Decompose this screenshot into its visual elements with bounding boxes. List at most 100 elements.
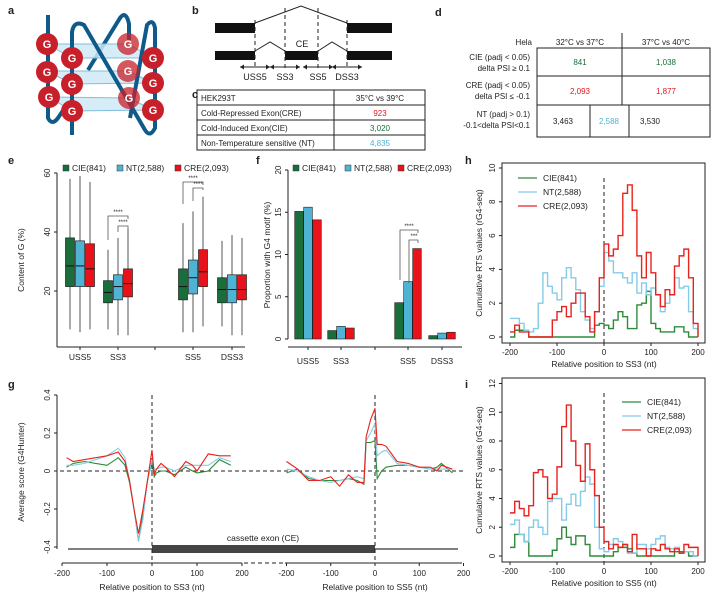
guanine-circle — [38, 86, 60, 108]
x-axis-label: Relative position to SS3 (nt) — [99, 582, 205, 592]
strand — [46, 15, 68, 124]
x-tick-label: -100 — [549, 567, 566, 576]
box — [198, 249, 208, 287]
bar — [312, 219, 322, 340]
x-tick-label: -200 — [502, 348, 519, 357]
panel-label-g: g — [8, 379, 15, 391]
significance-bracket — [107, 215, 129, 240]
row-label: CIE (padj < 0.05) — [469, 53, 530, 62]
downstream-exon — [347, 51, 392, 60]
guanine-label: G — [124, 39, 133, 51]
box — [65, 237, 75, 287]
y-axis-label: Average score (G4Hunter) — [16, 422, 26, 522]
table-cell-nt: 4,835 — [370, 139, 391, 148]
y-axis-label: Proportion with G4 motif (%) — [262, 201, 272, 308]
y-tick-label: 12 — [488, 379, 497, 388]
panel-label-h: h — [465, 155, 472, 167]
legend-label: CIE(841) — [543, 173, 577, 183]
series-line-ss5 — [286, 423, 453, 483]
y-tick-label: 0 — [43, 468, 52, 473]
y-tick-label: -0.2 — [43, 502, 52, 516]
significance-bracket — [182, 181, 204, 204]
upstream-exon — [215, 23, 255, 33]
bar — [294, 211, 304, 340]
y-tick-label: 20 — [43, 286, 52, 295]
guanine-circle — [117, 33, 139, 55]
legend-label: CIE(841) — [72, 163, 106, 173]
box — [217, 277, 227, 304]
y-axis-label: Cumulative RTS values (rG4-seq) — [474, 189, 484, 317]
cell-nt: 2,588 — [599, 117, 620, 126]
y-tick-label: 4 — [488, 496, 497, 501]
legend-swatch — [62, 164, 70, 172]
bar — [303, 206, 313, 340]
x-tick-label: 0 — [602, 348, 607, 357]
cassette-exon-bar — [152, 545, 375, 553]
x-tick-label: 0 — [150, 569, 155, 578]
y-tick-label: 40 — [43, 227, 52, 236]
hela-table: Hela 32°C vs 37°C 37°C vs 40°C CIE (padj… — [463, 33, 711, 138]
bar — [336, 326, 346, 340]
x-tick-label: 0 — [373, 569, 378, 578]
y-tick-label: 10 — [274, 250, 283, 259]
bar — [428, 335, 438, 340]
guanine-circle — [36, 33, 58, 55]
guanine-circle — [117, 60, 139, 82]
guanine-circle — [36, 61, 58, 83]
table-corner: Hela — [516, 38, 533, 47]
table-border — [536, 47, 711, 138]
guanine-circle — [118, 87, 140, 109]
guanine-label: G — [68, 53, 77, 65]
guanine-label: G — [45, 92, 54, 104]
guanine-label: G — [125, 93, 134, 105]
significance-label: **** — [118, 220, 128, 226]
y-tick-label: 4 — [488, 267, 497, 272]
y-tick-label: 6 — [488, 467, 497, 472]
series-step-line — [510, 526, 698, 557]
panel-label-a: a — [8, 5, 15, 17]
cell-nt: 3,463 — [553, 117, 574, 126]
series-line-ss3 — [66, 450, 231, 534]
y-tick-label: 60 — [43, 168, 52, 177]
y-tick-label: 0.4 — [43, 389, 52, 401]
x-tick-label: 200 — [691, 567, 705, 576]
cassette-exon-label: cassette exon (CE) — [227, 533, 299, 543]
x-tick-label: DSS3 — [431, 356, 453, 366]
x-tick-label: SS5 — [185, 352, 201, 362]
y-tick-label: 2 — [488, 524, 497, 529]
panel-label-f: f — [256, 155, 260, 167]
x-tick-label: SS3 — [110, 352, 126, 362]
y-tick-label: 10 — [488, 407, 497, 416]
x-tick-label: DSS3 — [221, 352, 243, 362]
table-row-label: Cold-Induced Exon(CIE) — [201, 124, 288, 133]
bar — [446, 331, 456, 340]
guanine-circle — [142, 47, 164, 69]
legend-label: CRE(2,093) — [647, 425, 692, 435]
cell-cre: 1,877 — [656, 87, 677, 96]
x-axis-label: Relative position to SS5 (nt) — [551, 578, 657, 588]
x-axis-label: Relative position to SS3 (nt) — [551, 359, 657, 369]
box — [85, 243, 95, 287]
bar — [403, 281, 413, 340]
guanine-circle — [61, 100, 83, 122]
panel-label-c: c — [192, 89, 198, 101]
row-label: CRE (padj < 0.05) — [466, 81, 531, 90]
guanine-label: G — [149, 78, 158, 90]
y-tick-label: 5 — [274, 294, 283, 299]
significance-label: **** — [193, 182, 203, 188]
guanine-label: G — [68, 106, 77, 118]
panel-label-i: i — [465, 379, 468, 391]
legend-label: CIE(841) — [647, 397, 681, 407]
legend-swatch — [292, 164, 300, 172]
y-tick-label: 0 — [488, 553, 497, 558]
series-step-line — [510, 404, 699, 557]
region-label: USS5 — [243, 72, 267, 82]
box — [123, 268, 133, 298]
x-tick-label: USS5 — [69, 352, 91, 362]
y-tick-label: 8 — [488, 438, 497, 443]
y-tick-label: 2 — [488, 300, 497, 305]
x-tick-label: -200 — [278, 569, 295, 578]
x-tick-label: 200 — [691, 348, 705, 357]
row-label: NT (padj > 0.1) — [477, 110, 531, 119]
